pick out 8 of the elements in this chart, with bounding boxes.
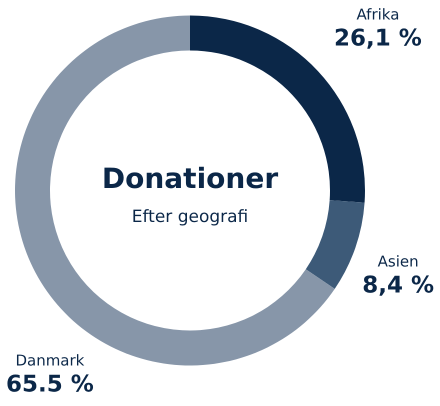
data-label: 65.5 % [6, 371, 94, 398]
slice-label: Danmark [15, 351, 85, 370]
text: Donationer [102, 162, 278, 195]
slice-label: Afrika [356, 5, 400, 24]
data-label: 26,1 % [334, 26, 422, 52]
data-label: 8,4 % [362, 272, 434, 298]
text: Efter geografi [132, 206, 248, 227]
slice-label: Asien [378, 252, 419, 270]
